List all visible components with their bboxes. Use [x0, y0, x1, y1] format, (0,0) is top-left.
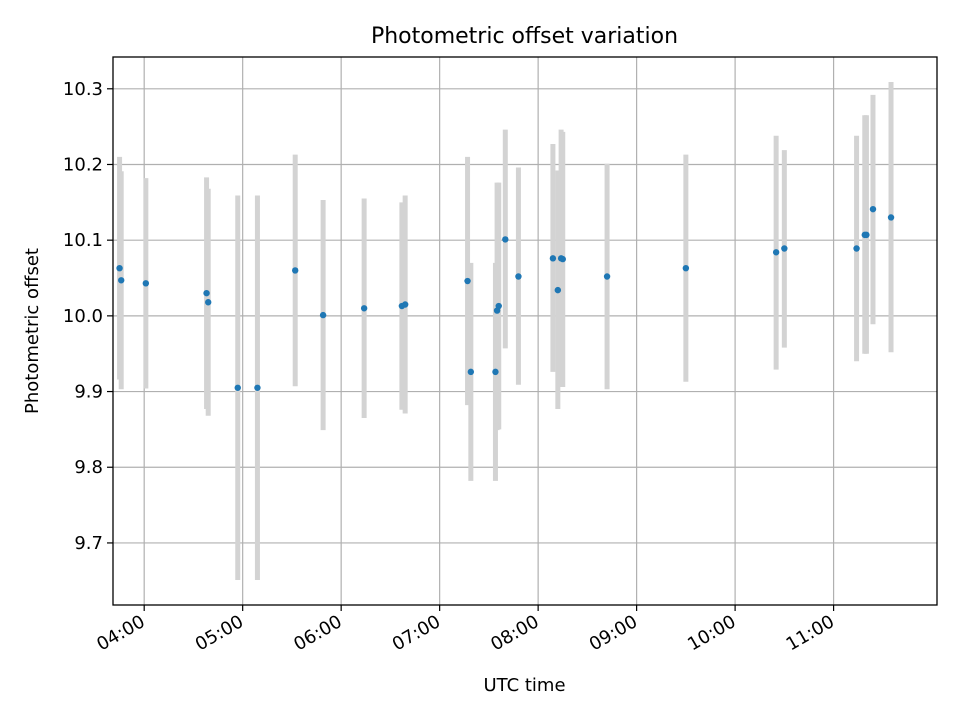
data-point [515, 273, 522, 280]
x-tick-label: 10:00 [684, 611, 739, 655]
data-point [863, 231, 870, 239]
data-point [502, 236, 509, 243]
data-point [492, 368, 499, 376]
y-tick-label: 9.8 [74, 457, 103, 478]
data-point [853, 245, 860, 252]
data-point [869, 205, 877, 213]
data-point [554, 286, 562, 294]
chart-title: Photometric offset variation [371, 24, 678, 49]
x-tick-label: 11:00 [783, 611, 838, 655]
data-point [467, 368, 475, 376]
data-point [203, 289, 210, 297]
data-point [291, 267, 299, 274]
data-point [781, 245, 788, 252]
x-tick-label: 09:00 [586, 611, 641, 655]
data-point [887, 214, 895, 221]
y-axis-label: Photometric offset [22, 248, 43, 414]
data-points [116, 205, 895, 391]
x-tick-label: 06:00 [290, 611, 345, 655]
y-tick-label: 9.7 [74, 533, 103, 554]
x-tick-label: 04:00 [93, 611, 148, 655]
x-tick-label: 08:00 [487, 611, 542, 655]
plot-frame [112, 56, 938, 606]
y-tick-label: 10.0 [63, 306, 103, 327]
x-axis-label: UTC time [483, 675, 565, 696]
y-tick-label: 10.1 [63, 230, 103, 251]
data-point [254, 384, 261, 391]
data-point [205, 299, 212, 306]
data-point [319, 311, 327, 319]
data-point [559, 255, 566, 263]
data-point [464, 277, 471, 285]
x-tick-label: 05:00 [192, 611, 247, 655]
axis-ticks: 04:00 05:00 06:00 07:00 08:00 09:00 10:00 11:00… [63, 79, 838, 655]
data-point [772, 249, 780, 256]
y-tick-label: 9.9 [74, 382, 103, 403]
y-tick-label: 10.3 [63, 79, 103, 100]
data-point [234, 384, 241, 391]
data-point [549, 255, 557, 262]
data-point [116, 264, 123, 272]
data-point [495, 302, 502, 310]
data-point [118, 277, 125, 284]
data-point [603, 273, 611, 280]
error-bars [117, 81, 894, 581]
grid [113, 57, 937, 605]
x-tick-label: 07:00 [389, 611, 444, 655]
data-point [401, 301, 409, 308]
data-point [142, 280, 150, 287]
y-tick-label: 10.2 [63, 154, 103, 175]
data-point [360, 305, 368, 312]
data-point [682, 264, 690, 272]
